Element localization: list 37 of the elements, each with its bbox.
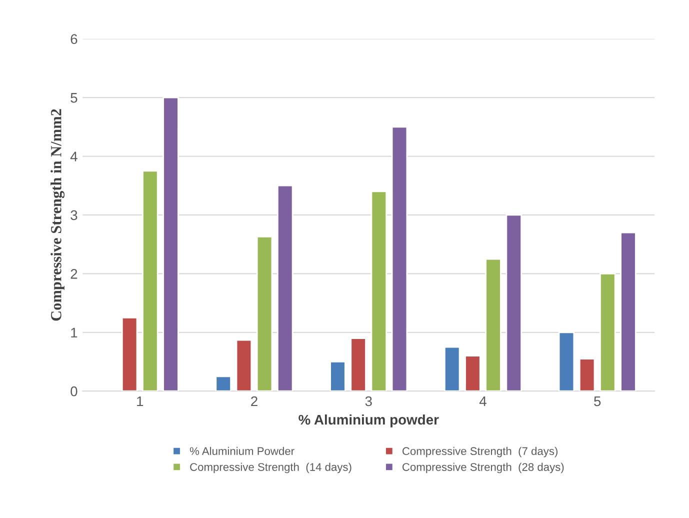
legend-label: Compressive Strength (7 days)	[402, 446, 558, 458]
x-tick-label: 4	[479, 396, 486, 406]
y-tick-label: 4	[70, 152, 78, 162]
legend-label: % Aluminium Powder	[190, 446, 294, 456]
bar	[162, 96, 179, 392]
bar	[485, 258, 502, 392]
y-tick-label: 5	[70, 93, 78, 103]
bar	[506, 214, 522, 392]
x-tick-label: 5	[594, 396, 601, 406]
y-tick-label: 3	[70, 210, 78, 220]
legend-label: Compressive Strength (14 days)	[190, 462, 352, 474]
x-axis-title: % Aluminium powder	[298, 414, 439, 428]
bar	[142, 170, 158, 392]
bar	[600, 272, 616, 392]
bar	[215, 376, 232, 392]
bar	[444, 346, 460, 392]
bar	[236, 339, 252, 392]
y-tick-label: 0	[70, 386, 78, 396]
bar	[620, 232, 636, 392]
x-tick-label: 1	[137, 396, 144, 406]
bar	[276, 184, 294, 392]
bar	[370, 190, 388, 392]
y-tick-label: 1	[71, 328, 78, 338]
x-tick-label: 3	[365, 396, 372, 406]
bar	[578, 358, 596, 392]
y-axis-title: Compressive Strength in N/mm2	[50, 109, 65, 321]
y-tick-label: 2	[70, 269, 78, 279]
bar	[464, 355, 481, 392]
x-tick-label: 2	[251, 396, 258, 406]
bar	[558, 332, 575, 392]
bar	[391, 126, 408, 392]
bar	[330, 361, 346, 392]
y-tick-label: 6	[70, 34, 78, 44]
bar	[121, 317, 138, 392]
bar	[256, 236, 273, 392]
legend-label: Compressive Strength (28 days)	[402, 462, 564, 474]
bar	[350, 338, 366, 392]
